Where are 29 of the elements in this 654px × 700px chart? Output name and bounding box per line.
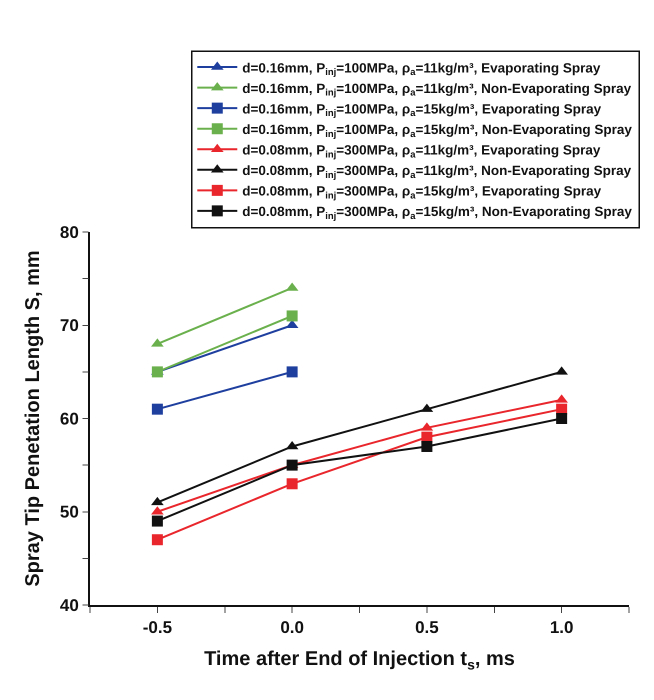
point bbox=[152, 534, 163, 546]
legend-label: d=0.08mm, P$_{inj}$=300MPa, ρ$_{a}$=11kg/m³, Evaporating Spray bbox=[242, 142, 601, 160]
y-tick-label: 70 bbox=[60, 316, 79, 336]
point bbox=[152, 516, 163, 527]
point bbox=[556, 413, 568, 424]
legend-label: d=0.16mm, P$_{inj}$=100MPa, ρ$_{a}$=15kg/m³, Evaporating Spray bbox=[242, 101, 602, 120]
point bbox=[421, 440, 432, 452]
x-tick-label: 0.0 bbox=[280, 618, 304, 638]
y-axis-title: Spray Tip Penetation Length S, mm bbox=[22, 250, 44, 587]
point bbox=[286, 478, 298, 490]
legend-label: d=0.08mm, P$_{inj}$=300MPa, ρ$_{a}$=15kg/m³, Evaporating Spray bbox=[242, 184, 602, 202]
legend-label: d=0.08mm, P$_{inj}$=300MPa, ρ$_{a}$=15kg/m³, Non-Evaporating Spray bbox=[242, 204, 632, 222]
y-tick-label: 60 bbox=[60, 409, 79, 428]
point bbox=[152, 366, 163, 378]
point bbox=[286, 460, 298, 471]
x-tick-label: 1.0 bbox=[550, 618, 574, 638]
point bbox=[286, 310, 298, 322]
legend-label: d=0.16mm, P$_{inj}$=100MPa, ρ$_{a}$=11kg/m³, Non-Evaporating Spray bbox=[242, 80, 632, 99]
y-tick-label: 40 bbox=[60, 596, 79, 615]
y-tick-label: 80 bbox=[60, 222, 79, 242]
y-tick-label: 50 bbox=[60, 502, 79, 522]
point bbox=[152, 404, 163, 415]
legend-label: d=0.16mm, P$_{inj}$=100MPa, ρ$_{a}$=15kg/m³, Non-Evaporating Spray bbox=[242, 122, 632, 140]
legend-label: d=0.16mm, P$_{inj}$=100MPa, ρ$_{a}$=11kg/m³, Evaporating Spray bbox=[242, 60, 601, 78]
x-tick-label: 0.5 bbox=[415, 618, 439, 638]
x-axis-title: Time after End of Injection t$_{s}$, ms bbox=[204, 648, 515, 672]
point bbox=[286, 366, 298, 378]
legend-label: d=0.08mm, P$_{inj}$=300MPa, ρ$_{a}$=11kg/m³, Non-Evaporating Spray bbox=[242, 163, 632, 181]
x-tick-label: -0.5 bbox=[142, 618, 172, 638]
